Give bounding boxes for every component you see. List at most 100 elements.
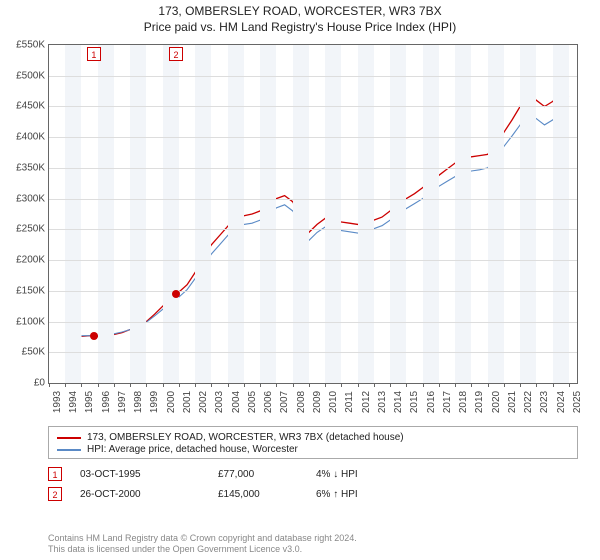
y-axis-label: £100K: [3, 316, 45, 327]
x-tick: [81, 383, 82, 387]
x-axis-label: 2014: [393, 391, 404, 413]
x-tick: [569, 383, 570, 387]
x-tick: [520, 383, 521, 387]
y-axis-label: £300K: [3, 193, 45, 204]
x-axis-label: 2016: [426, 391, 437, 413]
gridline: [49, 260, 577, 261]
gridline: [49, 168, 577, 169]
alt-band: [98, 45, 114, 383]
x-tick: [406, 383, 407, 387]
y-axis-label: £150K: [3, 285, 45, 296]
x-axis-label: 2000: [166, 391, 177, 413]
gridline: [49, 352, 577, 353]
x-axis-label: 2009: [312, 391, 323, 413]
y-axis-label: £400K: [3, 132, 45, 143]
x-tick: [455, 383, 456, 387]
x-axis-label: 2001: [182, 391, 193, 413]
x-tick: [358, 383, 359, 387]
x-axis-label: 2004: [231, 391, 242, 413]
x-tick: [114, 383, 115, 387]
x-tick: [293, 383, 294, 387]
x-axis-label: 2021: [507, 391, 518, 413]
x-axis-label: 1998: [133, 391, 144, 413]
sale-index: 1: [48, 467, 62, 481]
sale-date: 26-OCT-2000: [80, 489, 200, 500]
sale-date: 03-OCT-1995: [80, 469, 200, 480]
x-tick: [390, 383, 391, 387]
x-axis-label: 2008: [296, 391, 307, 413]
x-axis-label: 1993: [52, 391, 63, 413]
alt-band: [488, 45, 504, 383]
x-tick: [65, 383, 66, 387]
x-tick: [228, 383, 229, 387]
x-axis-label: 2010: [328, 391, 339, 413]
legend-box: 173, OMBERSLEY ROAD, WORCESTER, WR3 7BX …: [48, 426, 578, 459]
x-tick: [179, 383, 180, 387]
alt-band: [423, 45, 439, 383]
gridline: [49, 106, 577, 107]
x-tick: [488, 383, 489, 387]
x-axis-label: 2024: [556, 391, 567, 413]
sales-row: 226-OCT-2000£145,0006% ↑ HPI: [48, 487, 578, 501]
gridline: [49, 322, 577, 323]
legend-swatch: [57, 449, 81, 451]
x-axis-label: 1995: [84, 391, 95, 413]
x-axis-label: 2003: [214, 391, 225, 413]
sale-marker: 2: [169, 47, 183, 61]
y-axis-label: £200K: [3, 255, 45, 266]
x-tick: [211, 383, 212, 387]
sale-price: £145,000: [218, 489, 298, 500]
y-axis-label: £500K: [3, 70, 45, 81]
x-tick: [49, 383, 50, 387]
gridline: [49, 229, 577, 230]
x-tick: [439, 383, 440, 387]
x-tick: [163, 383, 164, 387]
x-axis-label: 2011: [344, 391, 355, 413]
x-tick: [309, 383, 310, 387]
subtitle: Price paid vs. HM Land Registry's House …: [0, 20, 600, 34]
sale-delta: 6% ↑ HPI: [316, 489, 358, 500]
legend-label: HPI: Average price, detached house, Worc…: [87, 444, 298, 455]
x-axis-label: 1999: [149, 391, 160, 413]
x-tick: [553, 383, 554, 387]
y-axis-label: £250K: [3, 224, 45, 235]
x-tick: [341, 383, 342, 387]
y-axis-label: £350K: [3, 162, 45, 173]
x-axis-label: 2019: [474, 391, 485, 413]
x-axis-label: 2013: [377, 391, 388, 413]
alt-band: [163, 45, 179, 383]
x-tick: [504, 383, 505, 387]
x-axis-label: 2025: [572, 391, 583, 413]
sales-row: 1 03-OCT-1995 £77,000 4% ↓ HPI: [48, 467, 578, 481]
x-axis-label: 2023: [539, 391, 550, 413]
x-axis-label: 1994: [68, 391, 79, 413]
alt-band: [520, 45, 536, 383]
y-axis-label: £450K: [3, 101, 45, 112]
sale-delta: 4% ↓ HPI: [316, 469, 358, 480]
y-axis-label: £50K: [3, 347, 45, 358]
x-axis-label: 2002: [198, 391, 209, 413]
gridline: [49, 76, 577, 77]
gridline: [49, 137, 577, 138]
x-tick: [374, 383, 375, 387]
sale-price: £77,000: [218, 469, 298, 480]
legend-swatch: [57, 437, 81, 439]
plot-area: £0£50K£100K£150K£200K£250K£300K£350K£400…: [48, 44, 578, 384]
sale-marker: 1: [87, 47, 101, 61]
x-tick: [98, 383, 99, 387]
x-axis-label: 2022: [523, 391, 534, 413]
gridline: [49, 199, 577, 200]
x-axis-label: 2017: [442, 391, 453, 413]
x-axis-label: 2006: [263, 391, 274, 413]
legend-label: 173, OMBERSLEY ROAD, WORCESTER, WR3 7BX …: [87, 432, 404, 443]
sales-table: 103-OCT-1995£77,0004% ↓ HPI226-OCT-2000£…: [48, 467, 578, 501]
alt-band: [325, 45, 341, 383]
x-tick: [146, 383, 147, 387]
x-tick: [325, 383, 326, 387]
x-tick: [471, 383, 472, 387]
alt-band: [130, 45, 146, 383]
x-axis-label: 2005: [247, 391, 258, 413]
x-tick: [536, 383, 537, 387]
footer: Contains HM Land Registry data © Crown c…: [48, 533, 357, 556]
x-axis-label: 2020: [491, 391, 502, 413]
